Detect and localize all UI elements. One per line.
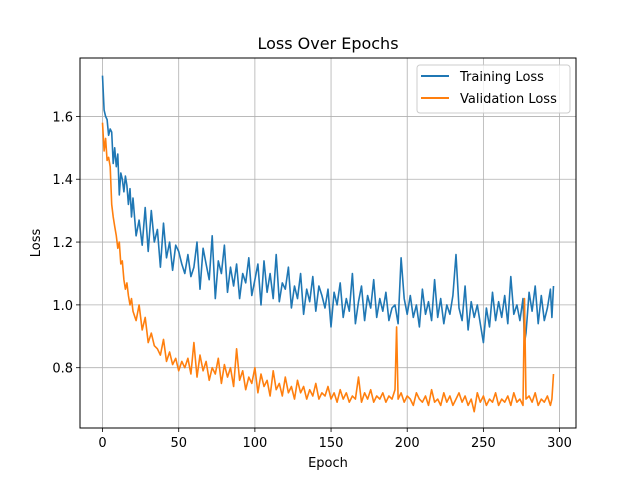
grid-lines	[80, 58, 576, 428]
plot-frame	[79, 57, 577, 429]
series-line-training-loss	[101, 75, 555, 344]
y-tick-label: 1.4	[52, 173, 73, 188]
y-tick-label: 0.8	[52, 362, 73, 377]
y-tick-label: 1.0	[52, 299, 73, 314]
legend-box	[416, 64, 571, 114]
series-line-validation-loss	[101, 122, 555, 413]
x-tick-label: 100	[242, 436, 267, 451]
x-tick-label: 250	[471, 436, 496, 451]
y-tick-label: 1.2	[52, 236, 73, 251]
x-tick-label: 0	[98, 436, 106, 451]
x-tick-label: 300	[547, 436, 572, 451]
x-axis-label: Epoch	[308, 456, 348, 471]
x-tick-label: 200	[395, 436, 420, 451]
y-tick-label: 1.6	[52, 110, 73, 125]
x-axis-ticks: 0 50 100 150 200 250 300	[98, 428, 572, 451]
chart-title: Loss Over Epochs	[257, 34, 398, 53]
legend-label-training-loss: Training Loss	[459, 70, 544, 85]
y-axis-ticks: 0.8 1.0 1.2 1.4 1.6	[52, 110, 80, 377]
legend-label-validation-loss: Validation Loss	[460, 92, 557, 107]
y-axis-label: Loss	[29, 229, 44, 258]
x-tick-label: 50	[170, 436, 187, 451]
x-tick-label: 150	[319, 436, 344, 451]
legend: Training Loss Validation Loss	[416, 64, 571, 114]
plot-series	[101, 75, 555, 413]
